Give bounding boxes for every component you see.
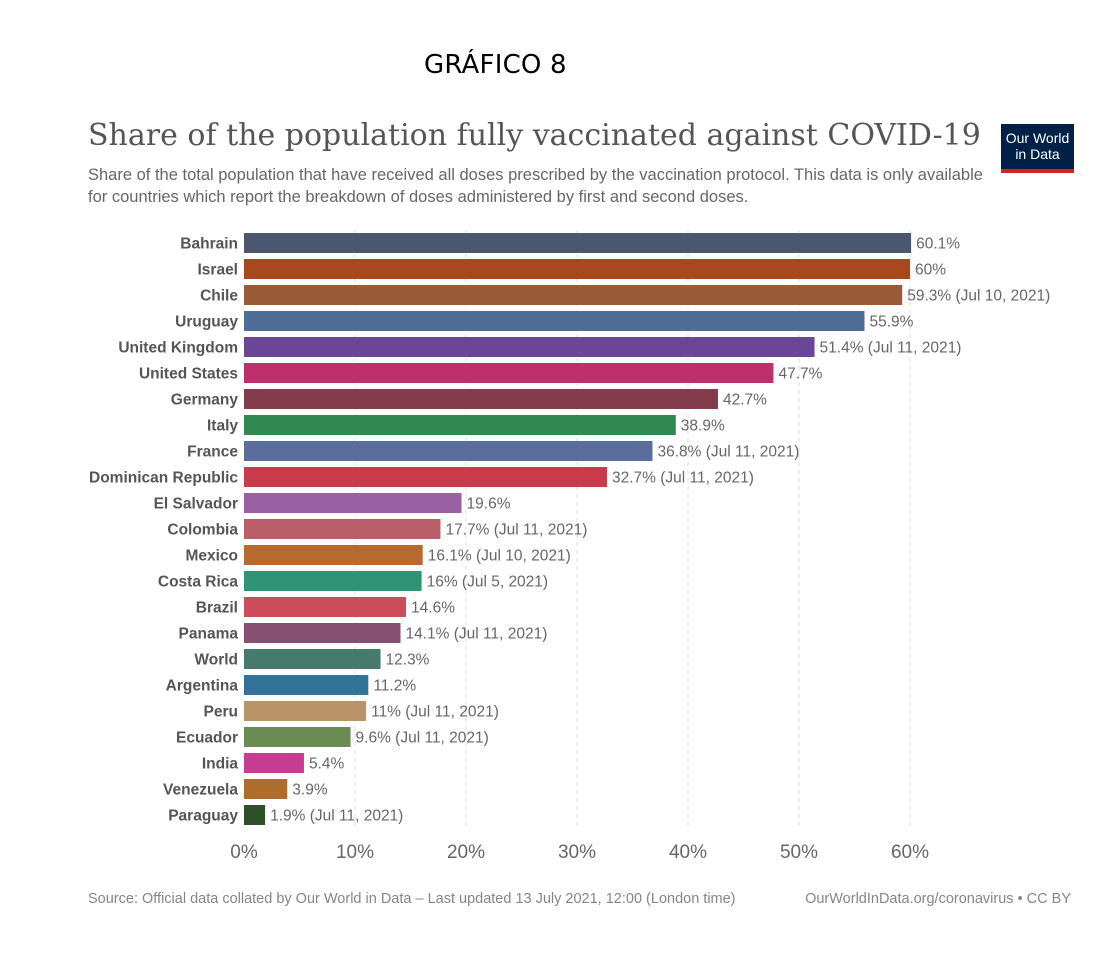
value-label-mexico: 16.1% (Jul 10, 2021) xyxy=(428,548,571,565)
value-label-costa-rica: 16% (Jul 5, 2021) xyxy=(427,574,548,591)
source-note: Source: Official data collated by Our Wo… xyxy=(88,891,736,907)
bar-united-states xyxy=(244,363,774,383)
category-label-paraguay: Paraguay xyxy=(168,808,238,825)
bar-france xyxy=(244,441,653,461)
value-label-uruguay: 55.9% xyxy=(869,314,913,331)
bar-venezuela xyxy=(244,779,288,799)
value-label-argentina: 11.2% xyxy=(373,678,416,695)
logo-line-2: in Data xyxy=(1015,146,1060,162)
bar-el-salvador xyxy=(244,493,462,513)
chart-subtitle: Share of the total population that have … xyxy=(88,166,983,206)
category-label-israel: Israel xyxy=(197,262,238,279)
chart-title: Share of the population fully vaccinated… xyxy=(88,118,981,153)
bar-germany xyxy=(244,389,718,409)
category-label-mexico: Mexico xyxy=(185,548,238,565)
category-label-dominican-republic: Dominican Republic xyxy=(89,470,238,487)
x-tick-label: 30% xyxy=(558,842,596,863)
category-label-bahrain: Bahrain xyxy=(180,236,238,253)
category-label-costa-rica: Costa Rica xyxy=(158,574,238,591)
value-label-world: 12.3% xyxy=(386,652,430,669)
category-label-panama: Panama xyxy=(179,626,239,643)
value-label-israel: 60% xyxy=(915,262,946,279)
value-label-dominican-republic: 32.7% (Jul 11, 2021) xyxy=(612,470,754,487)
value-label-united-kingdom: 51.4% (Jul 11, 2021) xyxy=(820,340,962,357)
x-tick-label: 40% xyxy=(669,842,707,863)
category-label-world: World xyxy=(194,652,238,669)
value-label-colombia: 17.7% (Jul 11, 2021) xyxy=(445,522,587,539)
logo-accent-bar xyxy=(1001,169,1074,173)
value-label-italy: 38.9% xyxy=(681,418,725,435)
category-label-venezuela: Venezuela xyxy=(163,782,238,799)
value-label-france: 36.8% (Jul 11, 2021) xyxy=(657,444,799,461)
category-label-argentina: Argentina xyxy=(166,678,239,695)
bar-world xyxy=(244,649,381,669)
bar-bahrain xyxy=(244,233,912,253)
value-label-peru: 11% (Jul 11, 2021) xyxy=(371,704,499,721)
license-link[interactable]: OurWorldInData.org/coronavirus • CC BY xyxy=(805,891,1071,907)
value-label-india: 5.4% xyxy=(309,756,345,773)
bar-peru xyxy=(244,701,367,721)
category-label-ecuador: Ecuador xyxy=(176,730,238,747)
category-label-united-states: United States xyxy=(139,366,238,383)
bar-brazil xyxy=(244,597,407,617)
x-tick-label: 50% xyxy=(780,842,818,863)
x-tick-label: 0% xyxy=(230,842,258,863)
category-label-india: India xyxy=(202,756,239,773)
value-label-bahrain: 60.1% xyxy=(916,236,960,253)
bar-israel xyxy=(244,259,910,279)
category-label-peru: Peru xyxy=(204,704,238,721)
bar-chile xyxy=(244,285,903,305)
bar-argentina xyxy=(244,675,369,695)
value-label-brazil: 14.6% xyxy=(411,600,455,617)
value-label-chile: 59.3% (Jul 10, 2021) xyxy=(907,288,1050,305)
bar-united-kingdom xyxy=(244,337,815,357)
value-label-germany: 42.7% xyxy=(723,392,767,409)
category-label-colombia: Colombia xyxy=(167,522,238,539)
value-label-united-states: 47.7% xyxy=(778,366,822,383)
value-label-venezuela: 3.9% xyxy=(292,782,328,799)
bar-paraguay xyxy=(244,805,266,825)
bar-ecuador xyxy=(244,727,351,747)
owid-logo[interactable]: Our World in Data xyxy=(1001,124,1074,173)
bar-dominican-republic xyxy=(244,467,607,487)
bar-uruguay xyxy=(244,311,865,331)
category-label-el-salvador: El Salvador xyxy=(154,496,238,513)
value-label-el-salvador: 19.6% xyxy=(467,496,511,513)
bar-mexico xyxy=(244,545,423,565)
category-label-france: France xyxy=(187,444,238,461)
category-label-italy: Italy xyxy=(207,418,238,435)
bar-colombia xyxy=(244,519,441,539)
x-tick-label: 60% xyxy=(891,842,929,863)
category-label-chile: Chile xyxy=(200,288,238,305)
bar-india xyxy=(244,753,304,773)
category-label-germany: Germany xyxy=(171,392,239,409)
value-label-paraguay: 1.9% (Jul 11, 2021) xyxy=(270,808,403,825)
value-label-ecuador: 9.6% (Jul 11, 2021) xyxy=(356,730,489,747)
x-tick-label: 10% xyxy=(336,842,374,863)
bar-costa-rica xyxy=(244,571,422,591)
category-label-united-kingdom: United Kingdom xyxy=(118,340,238,357)
category-label-brazil: Brazil xyxy=(196,600,238,617)
logo-line-1: Our World xyxy=(1005,130,1070,146)
x-tick-label: 20% xyxy=(447,842,485,863)
bar-panama xyxy=(244,623,401,643)
value-label-panama: 14.1% (Jul 11, 2021) xyxy=(406,626,548,643)
figure-header-label: GRÁFICO 8 xyxy=(424,50,567,80)
bar-italy xyxy=(244,415,676,435)
category-label-uruguay: Uruguay xyxy=(175,314,238,331)
